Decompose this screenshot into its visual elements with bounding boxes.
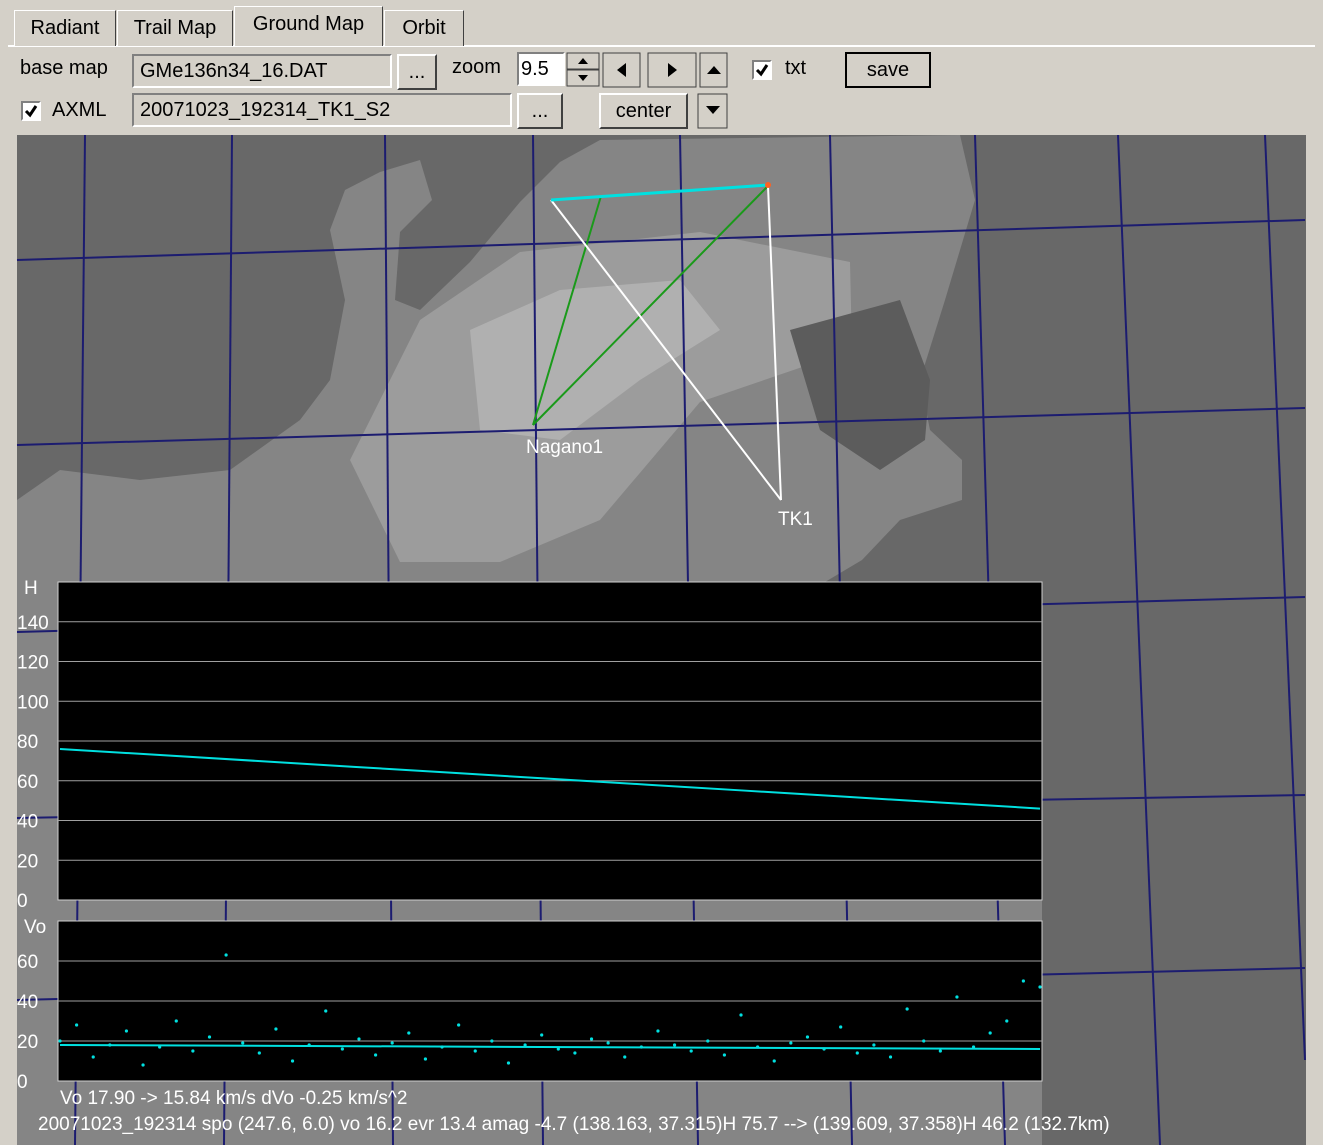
data-point — [474, 1049, 477, 1052]
y-tick-label: 60 — [17, 772, 38, 793]
y-axis-label: Vo — [24, 917, 46, 938]
data-point — [225, 953, 228, 956]
data-point — [972, 1045, 975, 1048]
y-tick-label: 20 — [17, 1032, 38, 1053]
data-point — [490, 1039, 493, 1042]
data-point — [424, 1057, 427, 1060]
data-point — [789, 1041, 792, 1044]
data-point — [175, 1019, 178, 1022]
data-point — [939, 1049, 942, 1052]
data-point — [374, 1053, 377, 1056]
data-point — [806, 1035, 809, 1038]
data-point — [640, 1045, 643, 1048]
data-point — [1038, 985, 1041, 988]
y-tick-label: 0 — [17, 1072, 28, 1093]
data-point — [856, 1051, 859, 1054]
y-tick-label: 120 — [17, 653, 49, 674]
data-point — [839, 1025, 842, 1028]
data-point — [58, 1039, 61, 1042]
data-point — [407, 1031, 410, 1034]
data-point — [391, 1041, 394, 1044]
data-point — [822, 1047, 825, 1050]
data-point — [607, 1041, 610, 1044]
data-point — [291, 1059, 294, 1062]
data-point — [906, 1007, 909, 1010]
data-point — [308, 1043, 311, 1046]
data-point — [75, 1023, 78, 1026]
station-label: TK1 — [778, 509, 813, 530]
data-point — [773, 1059, 776, 1062]
data-point — [922, 1039, 925, 1042]
y-axis-label: H — [24, 578, 38, 599]
data-point — [440, 1045, 443, 1048]
y-tick-label: 40 — [17, 992, 38, 1013]
data-point — [989, 1031, 992, 1034]
data-point — [557, 1047, 560, 1050]
data-point — [955, 995, 958, 998]
data-point — [141, 1063, 144, 1066]
data-point — [507, 1061, 510, 1064]
ground-map: Nagano1 TK1 Vo 17.90 -> 15.84 km/s dVo -… — [0, 0, 1323, 1145]
data-point — [889, 1055, 892, 1058]
y-tick-label: 100 — [17, 692, 49, 713]
data-point — [706, 1039, 709, 1042]
y-tick-label: 0 — [17, 891, 28, 912]
app-window: {"tabs": ["Radiant", "Trail Map", "Groun… — [0, 0, 1323, 1145]
data-point — [690, 1049, 693, 1052]
data-point — [540, 1033, 543, 1036]
data-point — [125, 1029, 128, 1032]
data-point — [258, 1051, 261, 1054]
y-tick-label: 40 — [17, 812, 38, 833]
data-point — [457, 1023, 460, 1026]
data-point — [158, 1045, 161, 1048]
data-point — [573, 1051, 576, 1054]
data-point — [590, 1037, 593, 1040]
data-point — [191, 1049, 194, 1052]
data-point — [108, 1043, 111, 1046]
data-point — [208, 1035, 211, 1038]
data-point — [1005, 1019, 1008, 1022]
y-tick-label: 60 — [17, 952, 38, 973]
status-line: 20071023_192314 spo (247.6, 6.0) vo 16.2… — [38, 1114, 1110, 1135]
y-tick-label: 140 — [17, 613, 49, 634]
status-line: Vo 17.90 -> 15.84 km/s dVo -0.25 km/s^2 — [60, 1088, 407, 1109]
data-point — [341, 1047, 344, 1050]
data-point — [756, 1045, 759, 1048]
data-point — [673, 1043, 676, 1046]
tab-selected[interactable]: Ground Map — [234, 6, 383, 46]
data-point — [656, 1029, 659, 1032]
data-point — [739, 1013, 742, 1016]
data-point — [523, 1043, 526, 1046]
data-point — [872, 1043, 875, 1046]
y-tick-label: 80 — [17, 732, 38, 753]
data-point — [1022, 979, 1025, 982]
data-point — [92, 1055, 95, 1058]
data-point — [623, 1055, 626, 1058]
data-point — [324, 1009, 327, 1012]
data-point — [723, 1053, 726, 1056]
data-point — [274, 1027, 277, 1030]
station-label: Nagano1 — [526, 437, 603, 458]
y-tick-label: 20 — [17, 851, 38, 872]
data-point — [241, 1041, 244, 1044]
data-point — [357, 1037, 360, 1040]
